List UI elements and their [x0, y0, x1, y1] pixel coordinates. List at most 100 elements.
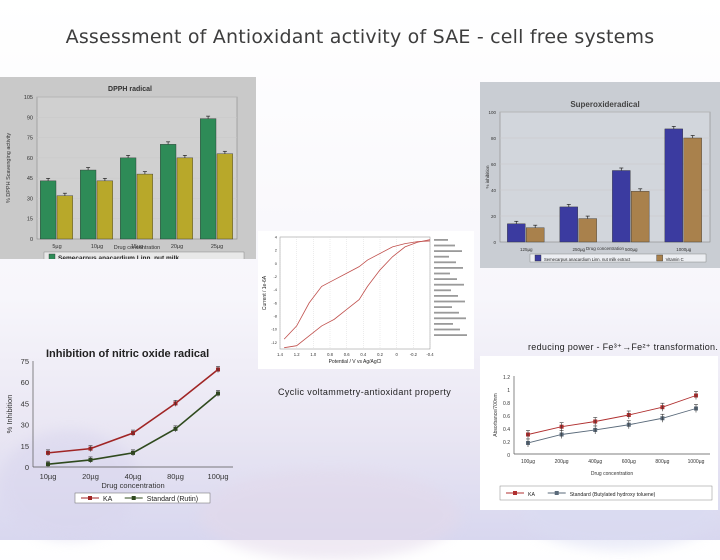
legend-box [43, 251, 245, 259]
parameter-text-line [434, 244, 455, 247]
superoxide-chart: Superoxideradical 0 20 40 60 80 100 % inhibitio… [485, 100, 711, 263]
bar [40, 180, 57, 240]
legend-marker [554, 491, 559, 495]
voltammetry-caption: Cyclic voltammetry-antioxidant property [278, 387, 452, 397]
y-tick-label: 15 [27, 217, 33, 223]
x-tick-label: 100µg [207, 472, 228, 481]
parameter-text-line [434, 250, 462, 252]
x-tick-label: -0.2 [410, 352, 418, 357]
y-tick-label: 40 [491, 188, 497, 193]
y-tick-label: 100 [488, 110, 496, 115]
x-tick-label: 250µg [572, 247, 585, 252]
bar [79, 169, 97, 240]
nitric-oxide-chart: 0 15 30 45 60 75 % Inhibition 10µg 20µg 40µg 80µg 1… [5, 348, 233, 504]
background-blob [0, 430, 140, 540]
legend-box [499, 485, 713, 501]
x-tick-label: -0.4 [426, 352, 434, 357]
y-axis-label: Absorbance/700nm [493, 393, 499, 436]
parameter-text-line [434, 323, 453, 325]
x-tick-label: 0.6 [344, 352, 350, 357]
legend-label: Vitamin C [666, 257, 684, 262]
bar [159, 144, 177, 240]
x-tick-label: 15µg [131, 244, 143, 250]
voltammetry-chart-panel: -12 -10 -8 -6 -4 -2 0 2 4 1.4 1.2 1.0 0.8 0.6 0.4 0.2 0 -… [258, 231, 474, 369]
parameter-text-line [434, 311, 459, 314]
parameter-text-line [434, 334, 467, 336]
y-tick-label: 60 [27, 156, 33, 162]
reducing-power-chart-panel: 0 0.2 0.4 0.6 0.8 1 1.2 Absorbance/700nm 100µg 20… [480, 356, 718, 510]
parameter-text-line [434, 261, 456, 264]
bar [199, 118, 217, 240]
bar [56, 195, 74, 240]
y-tick-label: -4 [273, 287, 277, 292]
y-tick-label: -12 [271, 340, 278, 345]
legend-label: KA [528, 492, 535, 498]
legend-label: Standard (Butylated hydroxy toluene) [570, 492, 656, 498]
bar [176, 157, 194, 240]
series-line [284, 239, 431, 349]
parameter-text-line [434, 255, 449, 258]
legend-marker [131, 496, 136, 500]
x-tick-label: 500µg [625, 247, 638, 252]
y-tick-label: 30 [27, 196, 33, 202]
legend-marker [88, 496, 92, 500]
x-tick-label: 0 [395, 352, 398, 357]
x-tick-label: 1000µg [676, 247, 692, 252]
legend-label: Standard (Rutin) [147, 496, 198, 503]
y-tick-label: 0 [507, 453, 510, 459]
series-line [283, 240, 431, 340]
x-axis-label: Drug concentration [591, 471, 633, 477]
x-axis-label: Drug concentration [114, 245, 160, 251]
legend-label: Semecarpus anacardium Linn. nut milk ext… [544, 257, 631, 262]
legend-swatch [534, 254, 542, 262]
y-tick-label: 0 [493, 240, 496, 245]
x-tick-label: 1.4 [277, 352, 283, 357]
legend-swatch [48, 253, 56, 259]
x-tick-label: 5µg [52, 244, 61, 250]
series-line [527, 395, 697, 435]
reducing-power-caption: reducing power - Fe³⁺→Fe²⁺ transformatio… [528, 342, 719, 352]
parameter-text-line [434, 306, 452, 308]
x-tick-label: 200µg [555, 459, 569, 465]
series-line [47, 368, 219, 454]
x-tick-label: 25µg [211, 244, 223, 250]
y-tick-label: -6 [273, 300, 277, 305]
x-tick-label: 800µg [655, 459, 669, 465]
dpph-chart: DPPH radical 0 15 30 45 60 75 90 105 % DPPH Scave… [6, 83, 245, 259]
y-tick-label: -10 [271, 327, 278, 332]
legend-swatch [656, 254, 663, 262]
parameter-text-line [434, 272, 450, 275]
y-axis-label: Current / 1e-6A [262, 275, 268, 310]
x-tick-label: 20µg [82, 472, 99, 481]
slide-title: Assessment of Antioxidant activity of SA… [65, 26, 655, 48]
chart-title: DPPH radical [108, 86, 152, 93]
legend-box [529, 253, 707, 263]
parameter-text-line [434, 283, 464, 286]
x-axis-label: Drug concentration [101, 481, 164, 490]
reducing-power-chart: 0 0.2 0.4 0.6 0.8 1 1.2 Absorbance/700nm 100µg 20… [493, 375, 713, 501]
bar [559, 206, 578, 243]
y-tick-label: -2 [273, 274, 277, 279]
y-tick-label: 0.4 [503, 427, 510, 433]
parameter-text-line [434, 300, 465, 303]
x-tick-label: 20µg [171, 244, 183, 250]
bar [612, 170, 631, 243]
bar [96, 180, 114, 240]
y-tick-label: 0 [30, 237, 33, 243]
y-tick-label: 105 [24, 95, 33, 101]
x-tick-label: 10µg [40, 472, 57, 481]
bar [119, 157, 137, 240]
bar [683, 137, 702, 243]
x-tick-label: 125µg [520, 247, 533, 252]
superoxide-chart-panel: Superoxideradical 0 20 40 60 80 100 % inhibitio… [480, 82, 720, 268]
y-axis-label: % Inhibition [5, 395, 14, 434]
y-tick-label: 1.2 [503, 375, 510, 381]
x-tick-label: 0.2 [377, 352, 383, 357]
bar [631, 191, 650, 243]
x-tick-label: 400µg [588, 459, 602, 465]
y-tick-label: 80 [491, 136, 497, 141]
chart-title: Inhibition of nitric oxide radical [46, 348, 209, 360]
y-tick-label: 15 [21, 442, 29, 451]
y-tick-label: 2 [275, 248, 278, 253]
bar [526, 227, 545, 243]
